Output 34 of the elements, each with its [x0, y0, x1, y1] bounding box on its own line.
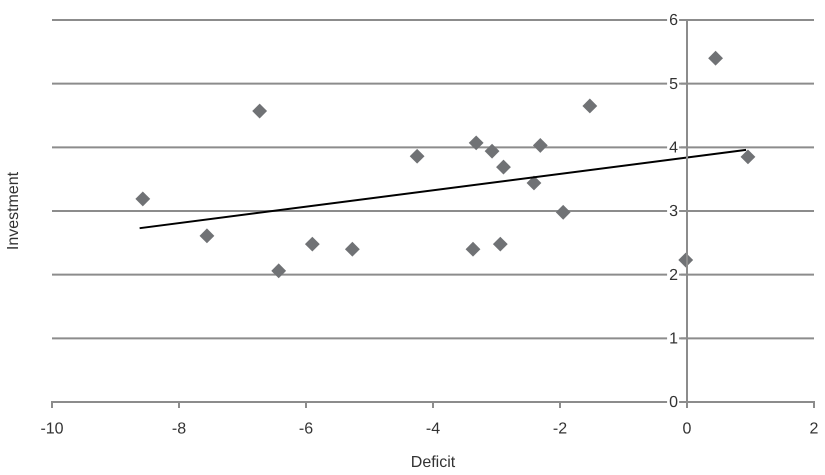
y-tick-label: 3 [669, 203, 678, 220]
x-tick-label: -10 [40, 420, 64, 438]
y-tick-label: 1 [669, 330, 678, 348]
y-tick-label: 0 [669, 394, 678, 412]
y-tick-label: 2 [669, 266, 678, 284]
point [708, 50, 723, 66]
point [582, 98, 598, 114]
point [496, 160, 511, 174]
point [135, 191, 150, 206]
point [252, 104, 268, 118]
point [466, 242, 480, 257]
point [304, 236, 320, 252]
point [492, 236, 508, 252]
x-tick-label: 2 [810, 420, 819, 438]
y-axis-title: Investment [5, 171, 22, 250]
point [200, 228, 214, 244]
x-tick-label: -8 [172, 420, 186, 438]
x-tick-label: -2 [552, 420, 568, 438]
point [532, 138, 548, 153]
x-axis-title: Deficit [410, 454, 456, 471]
y-tick-label: 6 [669, 12, 678, 30]
point [740, 149, 756, 164]
point [556, 204, 571, 220]
x-tick-label: -4 [426, 420, 440, 438]
point [271, 263, 286, 278]
y-tick-label: 5 [669, 76, 678, 93]
point [344, 242, 360, 257]
x-tick-label: -6 [298, 420, 314, 438]
point [468, 135, 484, 150]
point [484, 144, 500, 159]
x-tick-label: 0 [682, 420, 692, 438]
point [526, 176, 542, 190]
y-tick-label: 4 [669, 139, 678, 156]
point [410, 148, 425, 164]
